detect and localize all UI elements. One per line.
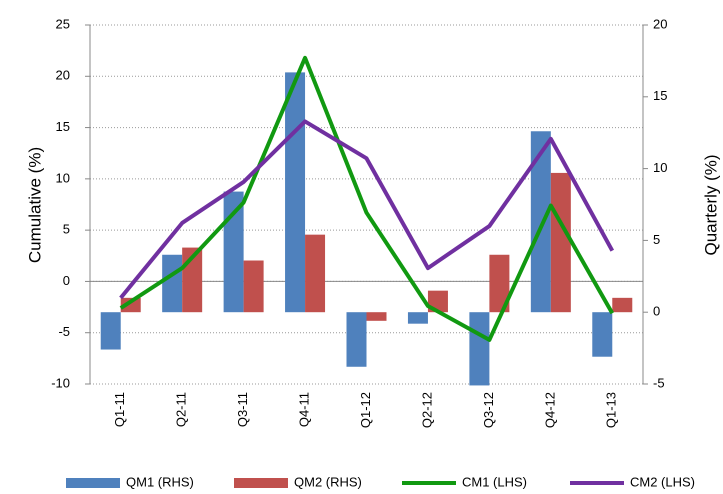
y-tick-label: 25 [56,16,70,31]
x-tick-label: Q3-11 [235,392,250,427]
y-tick-label: 15 [56,119,70,134]
y2-tick-label: 20 [653,16,667,31]
bar [223,191,244,313]
bar [469,312,490,386]
y2-tick-label: 0 [653,304,660,319]
legend-label: QM2 (RHS) [294,474,362,489]
x-tick-label: Q3-12 [481,392,496,428]
bar [612,297,633,313]
bar [530,131,551,313]
bar [162,254,183,313]
bar [407,312,428,324]
line [119,119,615,300]
y2-tick-label: 15 [653,88,667,103]
x-tick-label: Q1-11 [112,392,127,427]
x-tick-label: Q2-12 [419,392,434,428]
y2-axis-title: Quarterly (%) [701,154,720,255]
legend-swatch [66,478,120,488]
legend-swatch [234,478,288,488]
bar [305,234,326,313]
legend-label: CM1 (LHS) [462,474,527,489]
x-tick-label: Q4-12 [542,392,557,428]
y2-tick-label: 5 [653,232,660,247]
x-tick-label: Q4-11 [296,392,311,427]
line [119,55,615,342]
bar [550,172,571,313]
legend-label: QM1 (RHS) [126,474,194,489]
y2-tick-label: -5 [653,375,665,390]
y-tick-label: -10 [51,375,70,390]
bar [243,260,264,313]
bar [285,72,306,313]
y2-tick-label: 10 [653,160,667,175]
x-tick-label: Q1-13 [604,392,619,428]
y-tick-label: 0 [63,273,70,288]
bar [489,254,510,313]
x-tick-label: Q1-12 [358,392,373,428]
bar [366,312,387,321]
y-tick-label: -5 [58,324,70,339]
y-tick-label: 10 [56,170,70,185]
bar [592,312,613,357]
bar [100,312,121,350]
x-tick-label: Q2-11 [174,392,189,427]
y-tick-label: 5 [63,222,70,237]
y-tick-label: 20 [56,68,70,83]
y-axis-title: Cumulative (%) [25,147,44,263]
legend-label: CM2 (LHS) [630,474,695,489]
bar [346,312,367,367]
bar [120,297,141,313]
